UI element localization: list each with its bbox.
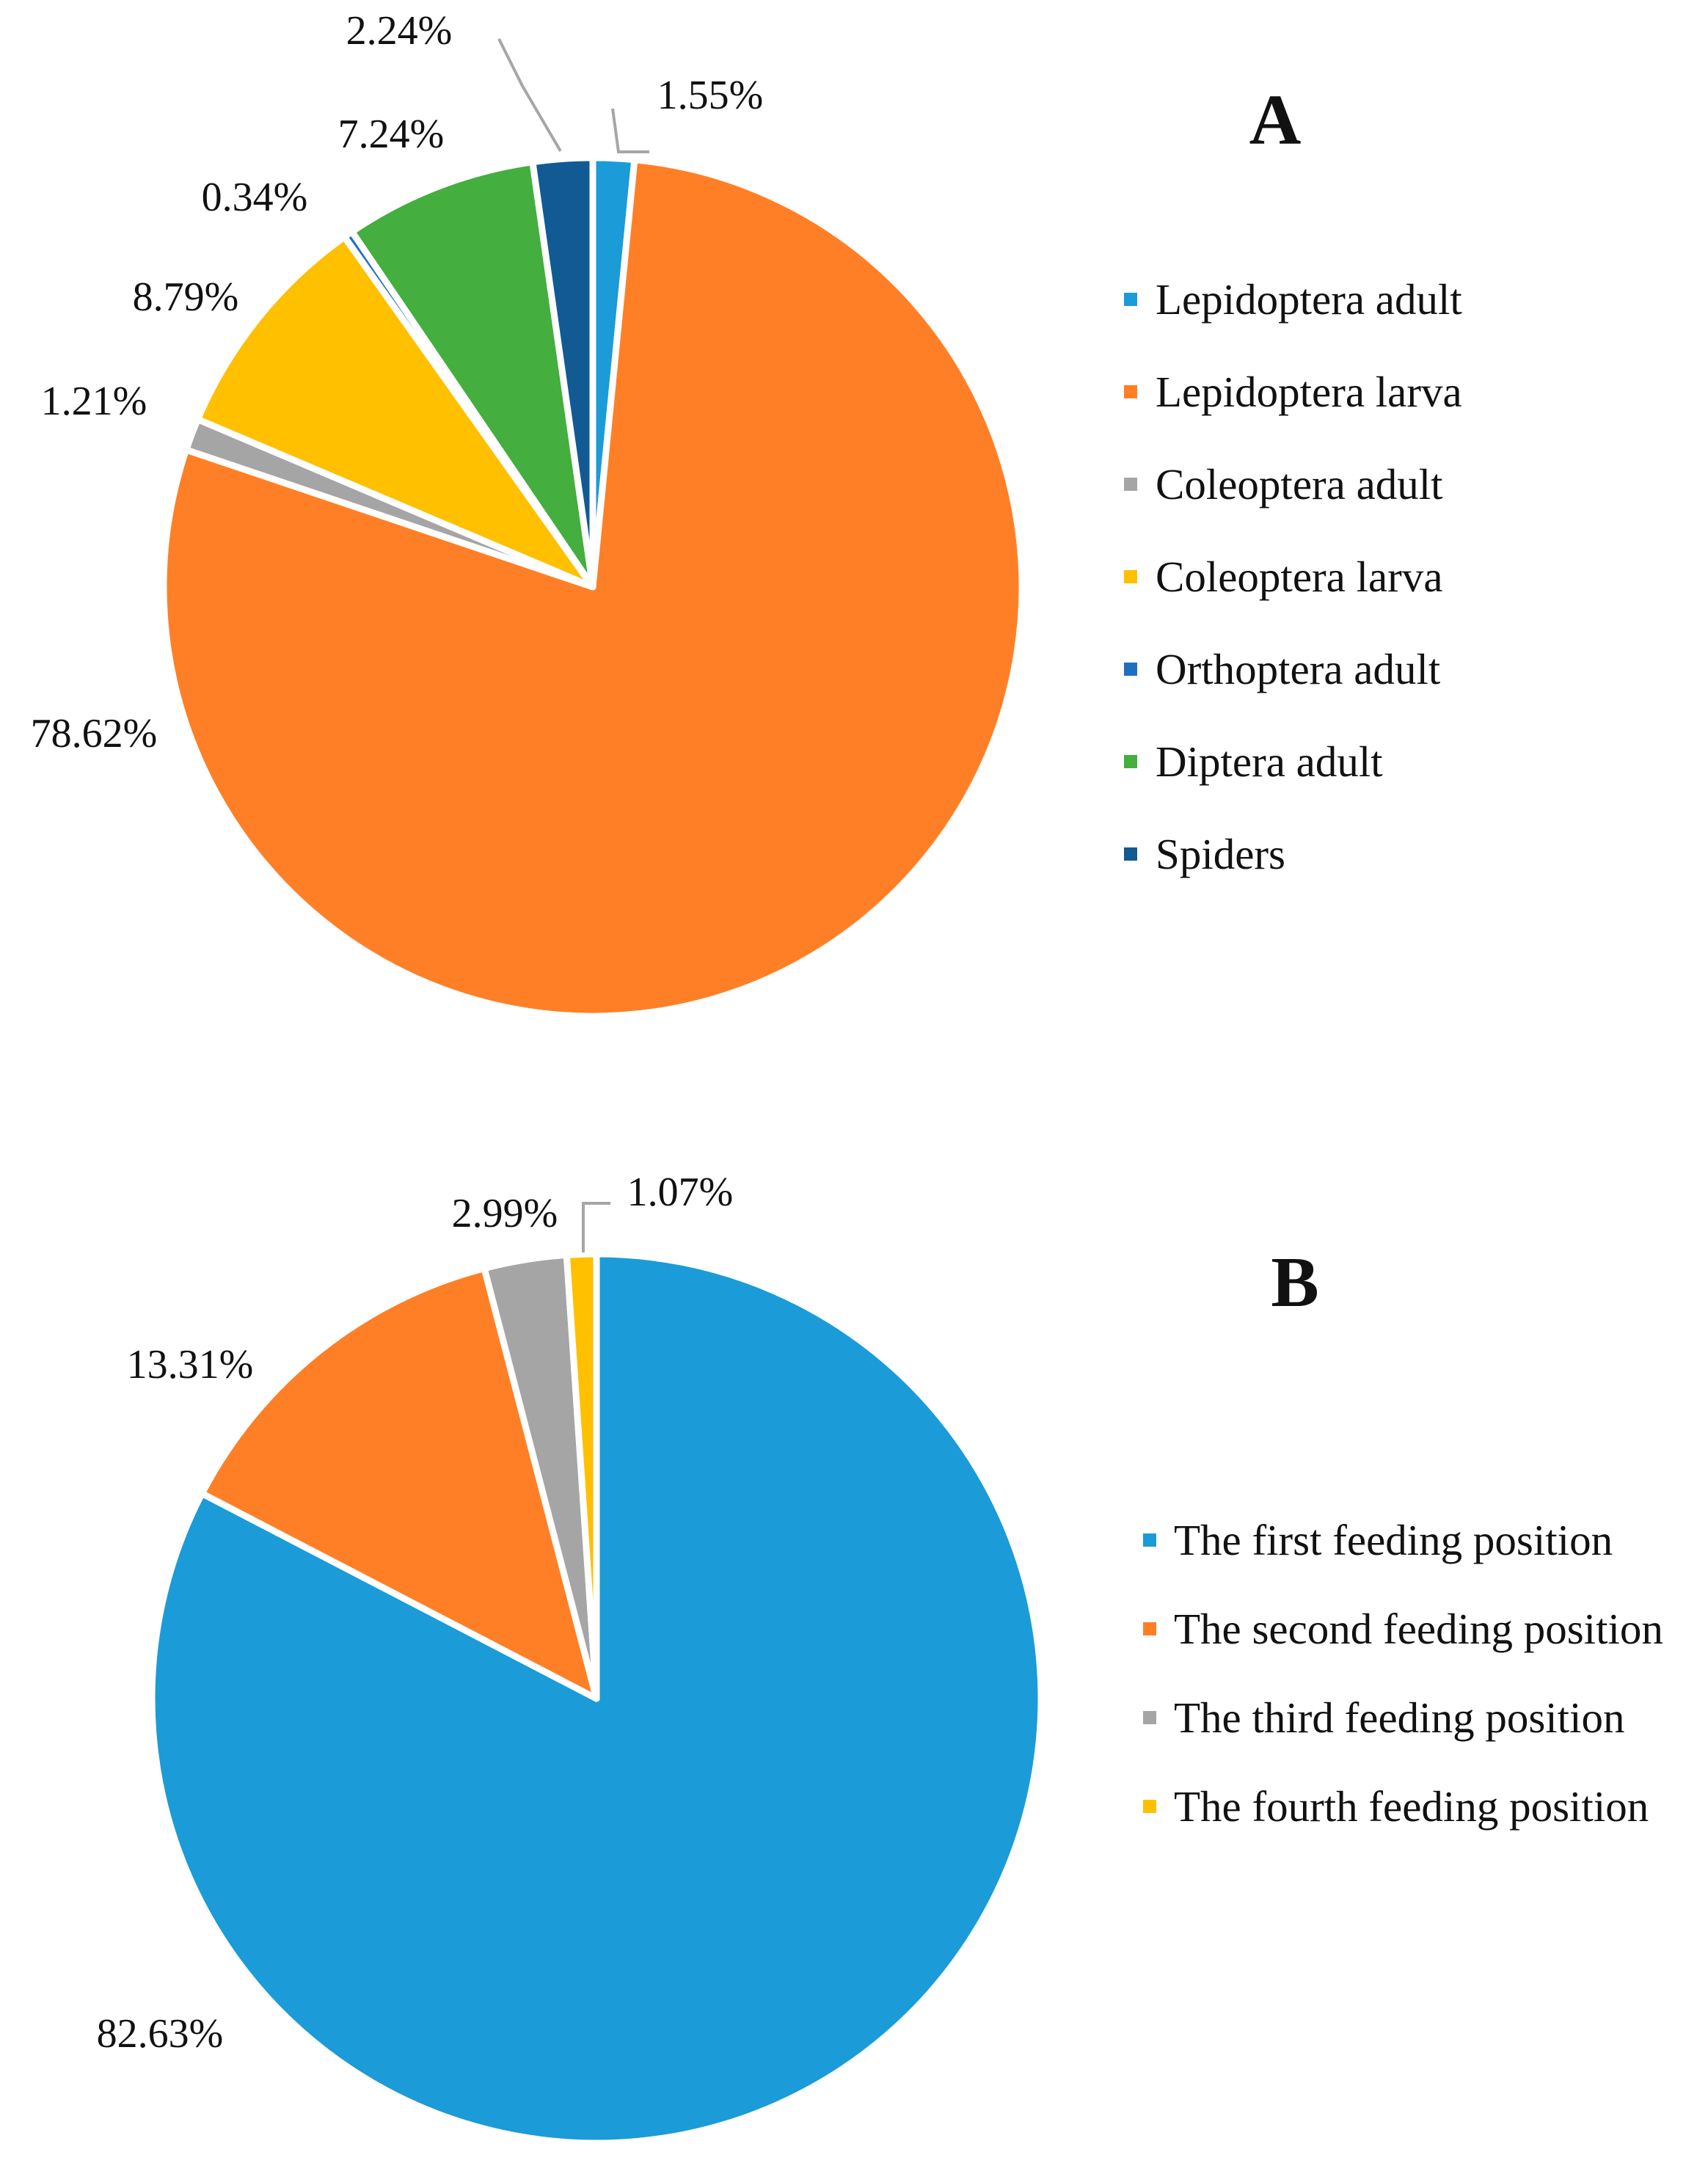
- pie-a-slice-diptera-adult: [348, 158, 596, 591]
- legend-a-label-orthoptera-adult: Orthoptera adult: [1156, 645, 1441, 693]
- pie-b-data-label-the-first-feeding-position: 82.63%: [97, 2011, 224, 2057]
- legend-a-item-orthoptera-adult: Orthoptera adult: [1124, 645, 1441, 693]
- legend-a-swatch-spiders: [1124, 847, 1137, 861]
- legend-a-item-lepidoptera-larva: Lepidoptera larva: [1124, 368, 1462, 416]
- legend-b: The first feeding position The second fee…: [1143, 1516, 1663, 1831]
- legend-b-label-the-first-feeding-position: The first feeding position: [1174, 1516, 1613, 1564]
- legend-a-label-diptera-adult: Diptera adult: [1156, 737, 1383, 786]
- pie-b-data-label-the-third-feeding-position: 2.99%: [452, 1191, 558, 1236]
- pie-b-data-label-the-fourth-feeding-position: 1.07%: [627, 1170, 734, 1215]
- pie-a-data-label-coleoptera-larva: 8.79%: [133, 274, 239, 320]
- pie-a-data-label-lepidoptera-adult: 1.55%: [657, 73, 764, 118]
- legend-b-item-the-second-feeding-position: The second feeding position: [1143, 1605, 1663, 1653]
- legend-b-label-the-third-feeding-position: The third feeding position: [1174, 1693, 1624, 1742]
- legend-b-item-the-fourth-feeding-position: The fourth feeding position: [1143, 1782, 1649, 1831]
- legend-b-item-the-third-feeding-position: The third feeding position: [1143, 1693, 1624, 1742]
- legend-b-swatch-the-first-feeding-position: [1143, 1533, 1156, 1547]
- legend-a-swatch-lepidoptera-larva: [1124, 385, 1137, 398]
- legend-b-swatch-the-fourth-feeding-position: [1143, 1800, 1156, 1813]
- legend-a-swatch-coleoptera-larva: [1124, 570, 1137, 583]
- legend-a: Lepidoptera adult Lepidoptera larva Coleop…: [1124, 275, 1462, 878]
- legend-b-swatch-the-second-feeding-position: [1143, 1622, 1156, 1635]
- legend-a-item-diptera-adult: Diptera adult: [1124, 737, 1383, 786]
- pie-a-data-label-coleoptera-adult: 1.21%: [41, 379, 147, 424]
- panel-label-a: A: [1249, 81, 1302, 160]
- pie-a-leader-line-lepidoptera-adult: [611, 108, 649, 153]
- pie-b-slice-the-second-feeding-position: [198, 1265, 600, 1702]
- pie-a-data-label-orthoptera-adult: 0.34%: [202, 175, 308, 220]
- pie-chart-b: B 82.63% 13.31% 2.99% 1.07% The first feedin…: [97, 1170, 1663, 2147]
- legend-a-item-coleoptera-adult: Coleoptera adult: [1124, 460, 1443, 508]
- legend-a-label-coleoptera-larva: Coleoptera larva: [1156, 552, 1443, 601]
- legend-a-swatch-orthoptera-adult: [1124, 663, 1137, 676]
- pie-b-leader-line-the-fourth-feeding-position: [582, 1202, 610, 1252]
- panel-label-b: B: [1271, 1243, 1318, 1322]
- pie-a-leader-line-spiders: [497, 38, 562, 153]
- pie-a-data-label-diptera-adult: 7.24%: [338, 112, 445, 157]
- pie-b-slice-the-fourth-feeding-position: [563, 1250, 600, 1702]
- pie-a-slice-spiders: [529, 154, 596, 591]
- legend-a-item-spiders: Spiders: [1124, 830, 1285, 878]
- legend-a-swatch-coleoptera-adult: [1124, 478, 1137, 491]
- pie-b-data-label-the-second-feeding-position: 13.31%: [127, 1342, 254, 1387]
- legend-b-swatch-the-third-feeding-position: [1143, 1711, 1156, 1724]
- legend-b-label-the-fourth-feeding-position: The fourth feeding position: [1174, 1782, 1649, 1831]
- legend-a-item-lepidoptera-adult: Lepidoptera adult: [1124, 275, 1462, 324]
- pie-a-data-label-spiders: 2.24%: [346, 8, 453, 54]
- legend-b-item-the-first-feeding-position: The first feeding position: [1143, 1516, 1613, 1564]
- legend-a-item-coleoptera-larva: Coleoptera larva: [1124, 552, 1443, 601]
- pie-a-slice-coleoptera-larva: [194, 233, 596, 591]
- legend-a-label-lepidoptera-adult: Lepidoptera adult: [1156, 275, 1462, 324]
- legend-a-label-spiders: Spiders: [1156, 830, 1285, 878]
- legend-a-swatch-lepidoptera-adult: [1124, 293, 1137, 306]
- pie-a-data-label-lepidoptera-larva: 78.62%: [31, 711, 158, 756]
- legend-a-swatch-diptera-adult: [1124, 755, 1137, 768]
- pie-chart-a: A 1.55% 78.62% 1.21% 8.79% 0.34% 7.24% 2.24% Le…: [31, 8, 1462, 1020]
- legend-b-label-the-second-feeding-position: The second feeding position: [1174, 1605, 1663, 1653]
- legend-a-label-coleoptera-adult: Coleoptera adult: [1156, 460, 1443, 508]
- legend-a-label-lepidoptera-larva: Lepidoptera larva: [1156, 368, 1462, 416]
